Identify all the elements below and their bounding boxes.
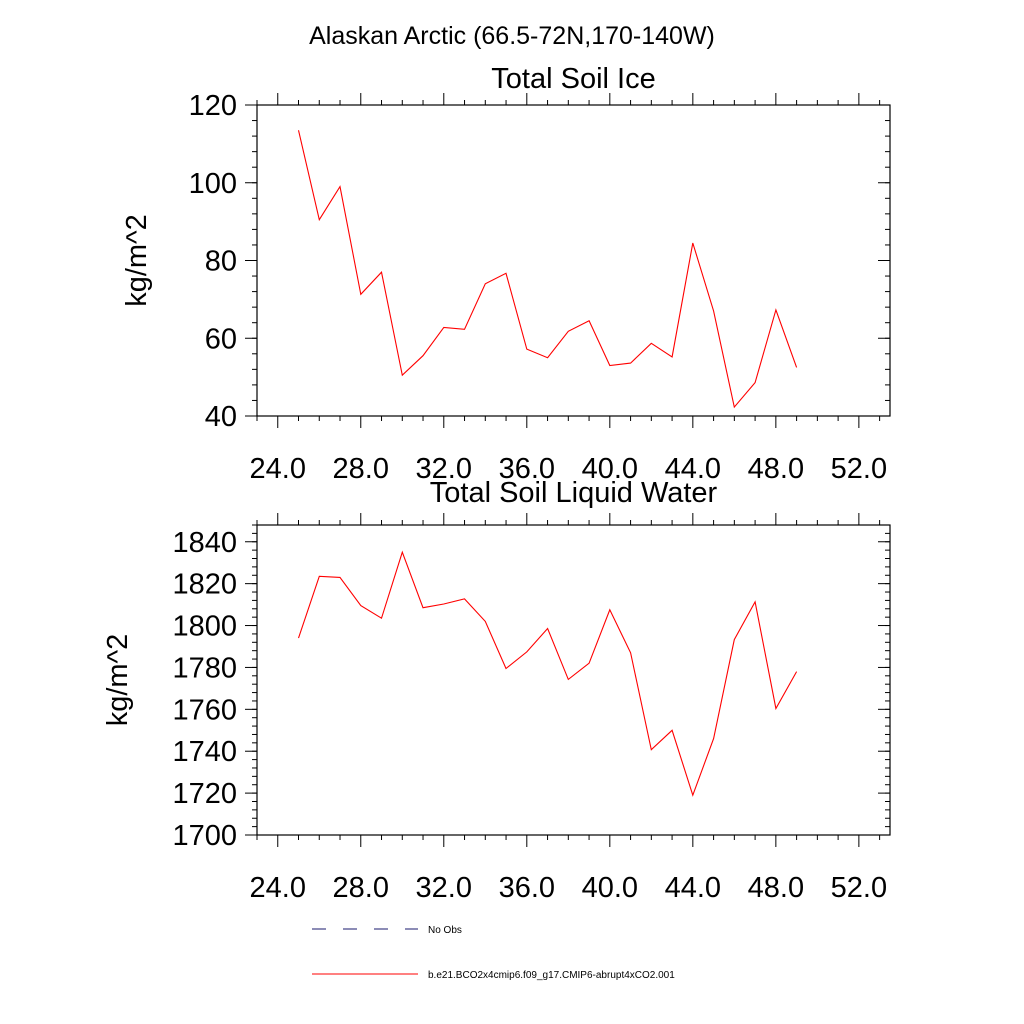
soil-ice-y-tick-label: 60 <box>205 323 237 355</box>
soil-liquid-water-plot-frame <box>256 524 891 836</box>
soil-liquid-water-x-tick-label: 40.0 <box>582 872 638 904</box>
soil-liquid-water-y-tick-label: 1820 <box>172 569 237 601</box>
soil-ice-x-tick-label: 28.0 <box>333 453 389 485</box>
soil-ice-y-tick-label: 120 <box>189 90 237 122</box>
soil-ice-x-tick-label: 48.0 <box>748 453 804 485</box>
soil-ice-x-tick-label: 36.0 <box>499 453 555 485</box>
figure-title: Alaskan Arctic (66.5-72N,170-140W) <box>309 22 715 50</box>
soil-ice-y-tick-label: 100 <box>189 168 237 200</box>
soil-liquid-water-x-tick-label: 24.0 <box>250 872 306 904</box>
soil-liquid-water-y-axis-label: kg/m^2 <box>102 634 134 727</box>
soil-ice-y-axis-label: kg/m^2 <box>121 214 153 307</box>
soil-liquid-water-x-tick-label: 44.0 <box>665 872 721 904</box>
soil-liquid-water-y-tick-label: 1700 <box>172 820 237 852</box>
soil-liquid-water-y-tick-label: 1740 <box>172 736 237 768</box>
soil-liquid-water-x-tick-label: 36.0 <box>499 872 555 904</box>
soil-liquid-water-series-line <box>297 550 798 797</box>
soil-liquid-water-y-tick-label: 1720 <box>172 778 237 810</box>
soil-ice-y-tick-label: 40 <box>205 401 237 433</box>
soil-liquid-water-x-tick-label: 28.0 <box>333 872 389 904</box>
soil-ice-y-tick-label: 80 <box>205 246 237 278</box>
soil-ice-panel: Total Soil Ice kg/m^2 24.0 28.0 32.0 36.0 40.0… <box>121 63 891 485</box>
legend: No Obs b.e21.BCO2x4cmip6.f09_g17.CMIP6-a… <box>312 925 675 981</box>
soil-ice-x-tick-label: 52.0 <box>831 453 887 485</box>
soil-ice-x-tick-label: 32.0 <box>416 453 472 485</box>
soil-ice-x-tick-label: 44.0 <box>665 453 721 485</box>
soil-liquid-water-x-tick-label: 48.0 <box>748 872 804 904</box>
soil-ice-title: Total Soil Ice <box>491 63 655 95</box>
soil-ice-series-line <box>297 130 798 409</box>
soil-ice-x-tick-label: 24.0 <box>250 453 306 485</box>
soil-liquid-water-panel: Total Soil Liquid Water kg/m^2 24.0 28.0 32.… <box>102 477 891 904</box>
soil-liquid-water-y-tick-label: 1800 <box>172 611 237 643</box>
soil-ice-plot-frame <box>256 104 891 417</box>
soil-ice-x-tick-label: 40.0 <box>582 453 638 485</box>
soil-liquid-water-x-tick-label: 32.0 <box>416 872 472 904</box>
legend-label-model: b.e21.BCO2x4cmip6.f09_g17.CMIP6-abrupt4x… <box>428 970 675 981</box>
soil-liquid-water-title: Total Soil Liquid Water <box>430 477 718 509</box>
soil-liquid-water-x-tick-label: 52.0 <box>831 872 887 904</box>
legend-label-no-obs: No Obs <box>428 925 462 936</box>
soil-liquid-water-y-tick-label: 1760 <box>172 694 237 726</box>
soil-liquid-water-y-tick-label: 1840 <box>172 527 237 559</box>
soil-liquid-water-y-tick-label: 1780 <box>172 652 237 684</box>
